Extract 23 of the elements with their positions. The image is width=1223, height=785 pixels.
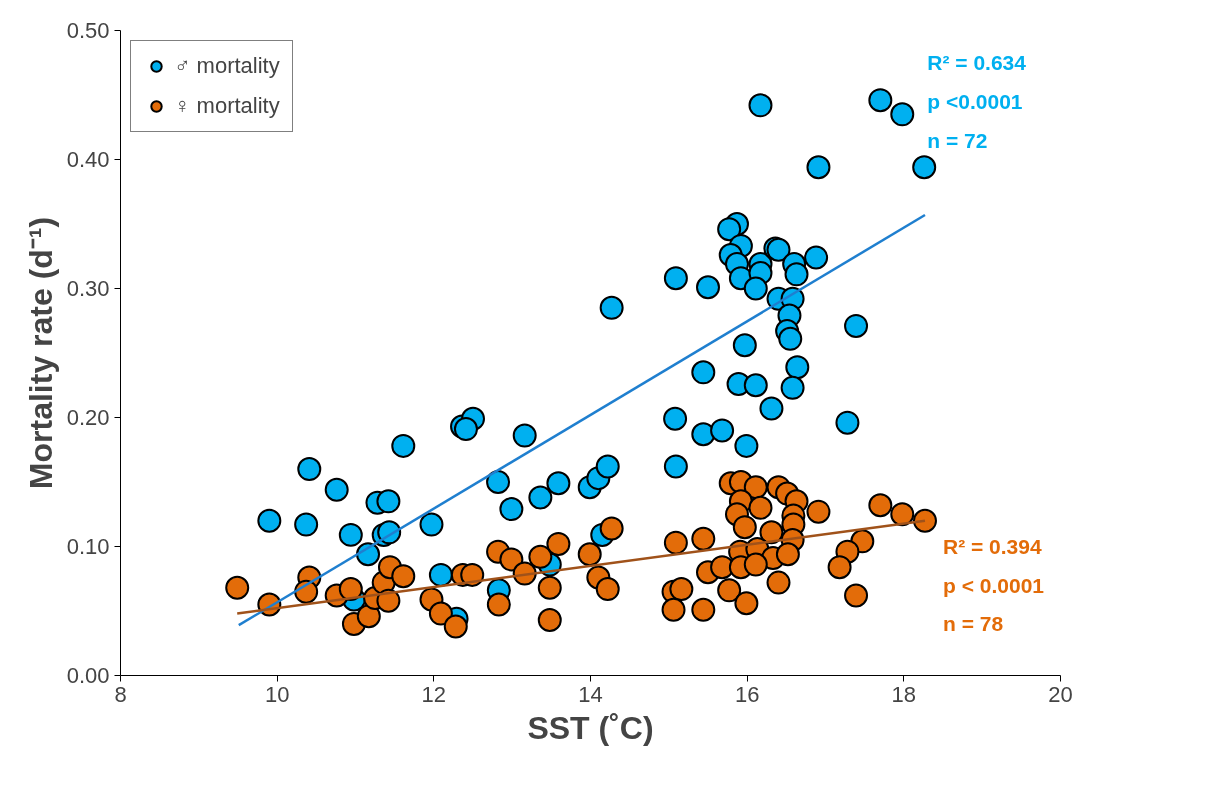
x-tick-label: 20 (1048, 681, 1073, 707)
legend-label: ♂ mortality (174, 53, 280, 79)
y-tick-label: 0.10 (66, 534, 110, 559)
annotation: R² = 0.394 (943, 535, 1042, 558)
y-tick-label: 0.00 (66, 663, 110, 688)
legend-label: ♀ mortality (174, 93, 280, 119)
x-tick-label: 18 (891, 681, 917, 707)
annotation: p < 0.0001 (943, 573, 1045, 597)
x-tick-label: 10 (264, 681, 290, 707)
x-tick-label: 12 (421, 681, 447, 707)
x-tick-label: 16 (734, 681, 760, 707)
y-tick-label: 0.20 (66, 405, 110, 430)
annotation: p <0.0001 (927, 89, 1023, 113)
y-axis-title: Mortality rate (d⁻¹) (22, 216, 59, 490)
y-tick-label: 0.40 (66, 147, 110, 172)
x-tick-label: 8 (114, 681, 127, 707)
annotation: R² = 0.634 (927, 51, 1027, 75)
x-axis-title: SST (˚C) (527, 709, 654, 746)
x-tick-label: 14 (578, 681, 603, 707)
y-tick-label: 0.30 (66, 276, 110, 301)
annotation: n = 72 (927, 128, 988, 152)
annotation: n = 78 (943, 612, 1004, 636)
y-tick-label: 0.50 (66, 18, 110, 43)
